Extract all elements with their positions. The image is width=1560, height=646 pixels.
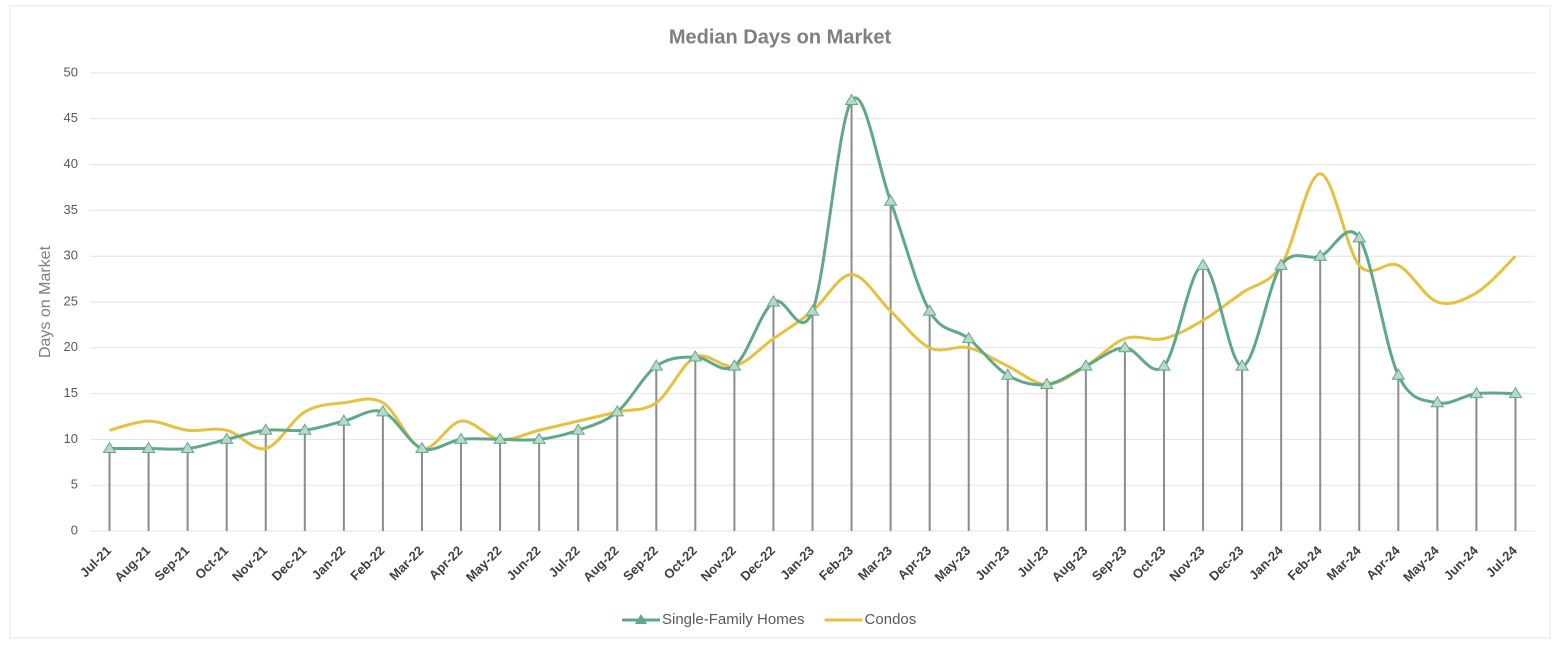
- chart-title: Median Days on Market: [669, 26, 892, 48]
- y-tick-label: 0: [71, 522, 78, 537]
- point-marker: [1352, 230, 1367, 243]
- legend-marker: [635, 614, 647, 624]
- point-marker: [376, 404, 390, 417]
- legend-label: Single-Family Homes: [662, 611, 805, 628]
- point-marker: [1508, 386, 1523, 399]
- y-tick-label: 35: [64, 202, 78, 217]
- y-axis-label: Days on Market: [37, 245, 54, 358]
- point-marker: [180, 441, 195, 454]
- point-marker: [1274, 258, 1289, 270]
- point-marker: [922, 304, 937, 316]
- y-tick-label: 45: [64, 110, 78, 125]
- series-line: [109, 172, 1517, 451]
- point-marker: [493, 432, 507, 444]
- point-marker: [1039, 377, 1054, 389]
- point-marker: [649, 359, 664, 371]
- point-marker: [610, 404, 625, 417]
- point-marker: [1391, 368, 1406, 380]
- point-marker: [1235, 359, 1249, 371]
- point-marker: [454, 432, 468, 444]
- point-marker: [1157, 359, 1171, 371]
- point-marker: [102, 441, 117, 454]
- y-tick-label: 50: [64, 64, 78, 79]
- point-marker: [766, 295, 781, 307]
- point-marker: [1469, 386, 1484, 399]
- point-marker: [1000, 368, 1015, 380]
- chart-frame: [9, 5, 1551, 639]
- point-marker: [532, 432, 547, 444]
- point-marker: [727, 359, 742, 371]
- point-marker: [258, 423, 273, 435]
- point-marker: [571, 423, 586, 435]
- point-marker: [688, 349, 703, 362]
- point-marker: [961, 331, 976, 344]
- y-tick-label: 25: [64, 293, 78, 308]
- point-marker: [415, 441, 429, 454]
- point-marker: [297, 423, 312, 435]
- point-marker: [1430, 395, 1445, 408]
- y-tick-label: 20: [64, 339, 78, 354]
- point-marker: [805, 304, 820, 316]
- y-tick-label: 15: [64, 385, 78, 400]
- y-tick-label: 30: [64, 248, 78, 263]
- y-tick-label: 40: [64, 156, 78, 171]
- y-tick-label: 10: [64, 431, 78, 446]
- point-marker: [1313, 249, 1328, 261]
- y-tick-label: 5: [71, 477, 78, 492]
- point-marker: [1196, 258, 1210, 270]
- point-marker: [883, 194, 898, 206]
- point-marker: [336, 414, 351, 426]
- point-marker: [844, 93, 859, 105]
- point-marker: [141, 441, 156, 454]
- point-marker: [219, 432, 234, 444]
- legend-label: Condos: [865, 611, 917, 628]
- point-marker: [1078, 359, 1093, 371]
- point-marker: [1118, 340, 1132, 353]
